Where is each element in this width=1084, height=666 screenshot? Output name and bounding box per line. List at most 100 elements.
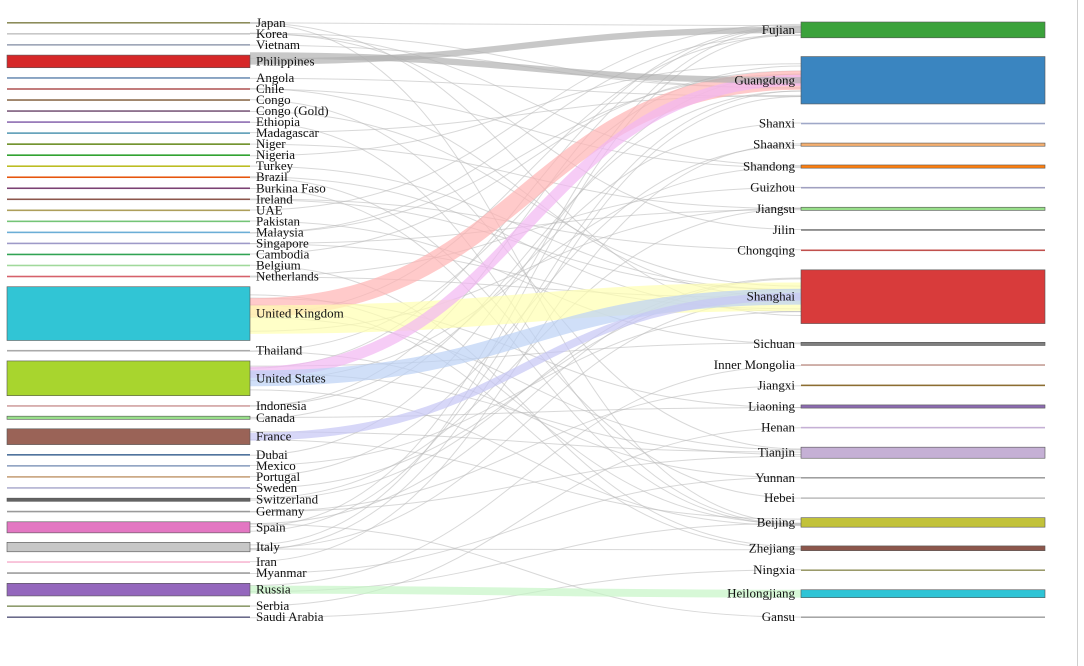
source-node-dubai [7,454,250,456]
source-label-canada: Canada [256,410,295,425]
link-pakistan-to-sichuan [249,220,802,345]
link-france-to-beijing [249,439,802,520]
source-node-nigeria [7,154,250,156]
source-label-brazil: Brazil [256,169,288,184]
source-label-pakistan: Pakistan [256,213,301,228]
source-label-ireland: Ireland [256,191,293,206]
source-node-thailand [7,349,250,352]
source-label-chile: Chile [256,81,284,96]
source-label-myanmar: Myanmar [256,565,307,580]
source-node-germany [7,510,250,513]
source-label-belgium: Belgium [256,257,301,272]
target-node-beijing [800,517,1046,528]
source-label-nigeria: Nigeria [256,147,295,162]
target-node-group: Fujian Guangdong Shanxi Shaanxi Shandong Guiz… [714,21,1046,624]
target-label-chongqing: Chongqing [737,242,795,257]
link-canada-to-liaoning [249,407,802,418]
source-node-congo-gold [7,110,250,112]
target-node-jiangxi [801,384,1045,387]
target-label-liaoning: Liaoning [748,399,795,414]
source-label-malaysia: Malaysia [256,224,304,239]
source-label-serbia: Serbia [256,598,289,613]
source-node-cambodia [7,253,250,256]
target-label-shaanxi: Shaanxi [753,137,795,152]
target-label-jilin: Jilin [773,222,796,237]
source-node-belgium [7,264,250,267]
source-label-angola: Angola [256,70,295,85]
source-node-mexico [7,465,250,467]
target-node-ningxia [801,569,1045,571]
target-node-inner-mongolia [801,364,1045,366]
target-node-henan [801,426,1045,429]
source-node-france [6,428,251,445]
link-nigeria-to-guangdong [249,63,802,157]
source-label-united-states: United States [256,370,326,385]
source-node-pakistan [7,220,250,223]
target-node-jilin [801,229,1045,231]
link-japan-to-fujian [249,22,802,27]
source-label-thailand: Thailand [256,343,303,358]
source-label-germany: Germany [256,504,305,519]
target-node-heilongjiang [800,589,1046,598]
target-node-gansu [801,616,1045,618]
link-united-states-to-sichuan [249,342,802,367]
target-label-heilongjiang: Heilongjiang [727,586,795,601]
source-node-group: JapanKoreaVietnamPhilippinesAngolaChileC… [6,15,344,624]
source-label-madagascar: Madagascar [256,125,319,140]
target-node-shanxi [801,122,1045,125]
target-node-zhejiang [800,545,1046,551]
link-spain-to-fujian [249,26,802,528]
source-label-uae: UAE [256,202,283,217]
source-label-sweden: Sweden [256,480,298,495]
source-node-russia [6,583,251,597]
target-node-hebei [801,497,1045,499]
target-label-jiangsu: Jiangsu [756,201,796,216]
target-node-shandong [800,164,1046,169]
link-philippines-to-guangdong [249,52,802,84]
source-label-spain: Spain [256,519,286,534]
link-malaysia-to-fujian [249,34,802,234]
source-label-dubai: Dubai [256,447,288,462]
source-node-philippines [6,54,251,69]
target-label-shanxi: Shanxi [759,116,796,131]
gray-link-group [249,22,802,619]
target-label-henan: Henan [761,420,795,435]
target-label-jiangxi: Jiangxi [757,377,795,392]
source-label-japan: Japan [256,15,286,30]
link-france-to-shanghai [249,292,802,441]
source-node-indonesia [7,405,250,407]
source-node-serbia [7,605,250,607]
highlight-link-group [249,26,802,598]
source-node-netherlands [7,275,250,278]
target-node-guizhou [801,186,1045,189]
target-label-hebei: Hebei [764,490,795,505]
source-node-brazil [7,176,250,179]
link-italy-to-fujian [249,31,802,546]
source-node-korea [7,33,250,35]
right-frame-line [1077,0,1078,666]
link-russia-to-inner-mongolia [249,365,802,586]
target-label-sichuan: Sichuan [753,336,795,351]
link-madagascar-to-guangdong [249,94,802,134]
link-iran-to-shaanxi [249,143,802,563]
source-label-indonesia: Indonesia [256,398,307,413]
source-label-philippines: Philippines [256,53,315,68]
target-node-jiangsu [800,206,1046,211]
link-burkina-faso-to-beijing [249,187,802,526]
source-node-burkina-faso [7,187,250,190]
link-russia-to-beijing [249,522,802,593]
link-congo-to-tianjin [249,99,802,450]
source-label-singapore: Singapore [256,235,309,250]
source-node-malaysia [7,231,250,234]
source-label-switzerland: Switzerland [256,492,319,507]
target-node-tianjin [800,446,1046,459]
link-germany-to-jiangxi [249,385,802,513]
source-label-netherlands: Netherlands [256,269,319,284]
target-label-fujian: Fujian [762,22,796,37]
target-node-fujian [800,21,1046,39]
source-node-portugal [7,476,250,478]
link-malaysia-to-guangdong [249,73,802,234]
link-canada-to-guangdong [249,90,802,420]
source-label-portugal: Portugal [256,469,300,484]
